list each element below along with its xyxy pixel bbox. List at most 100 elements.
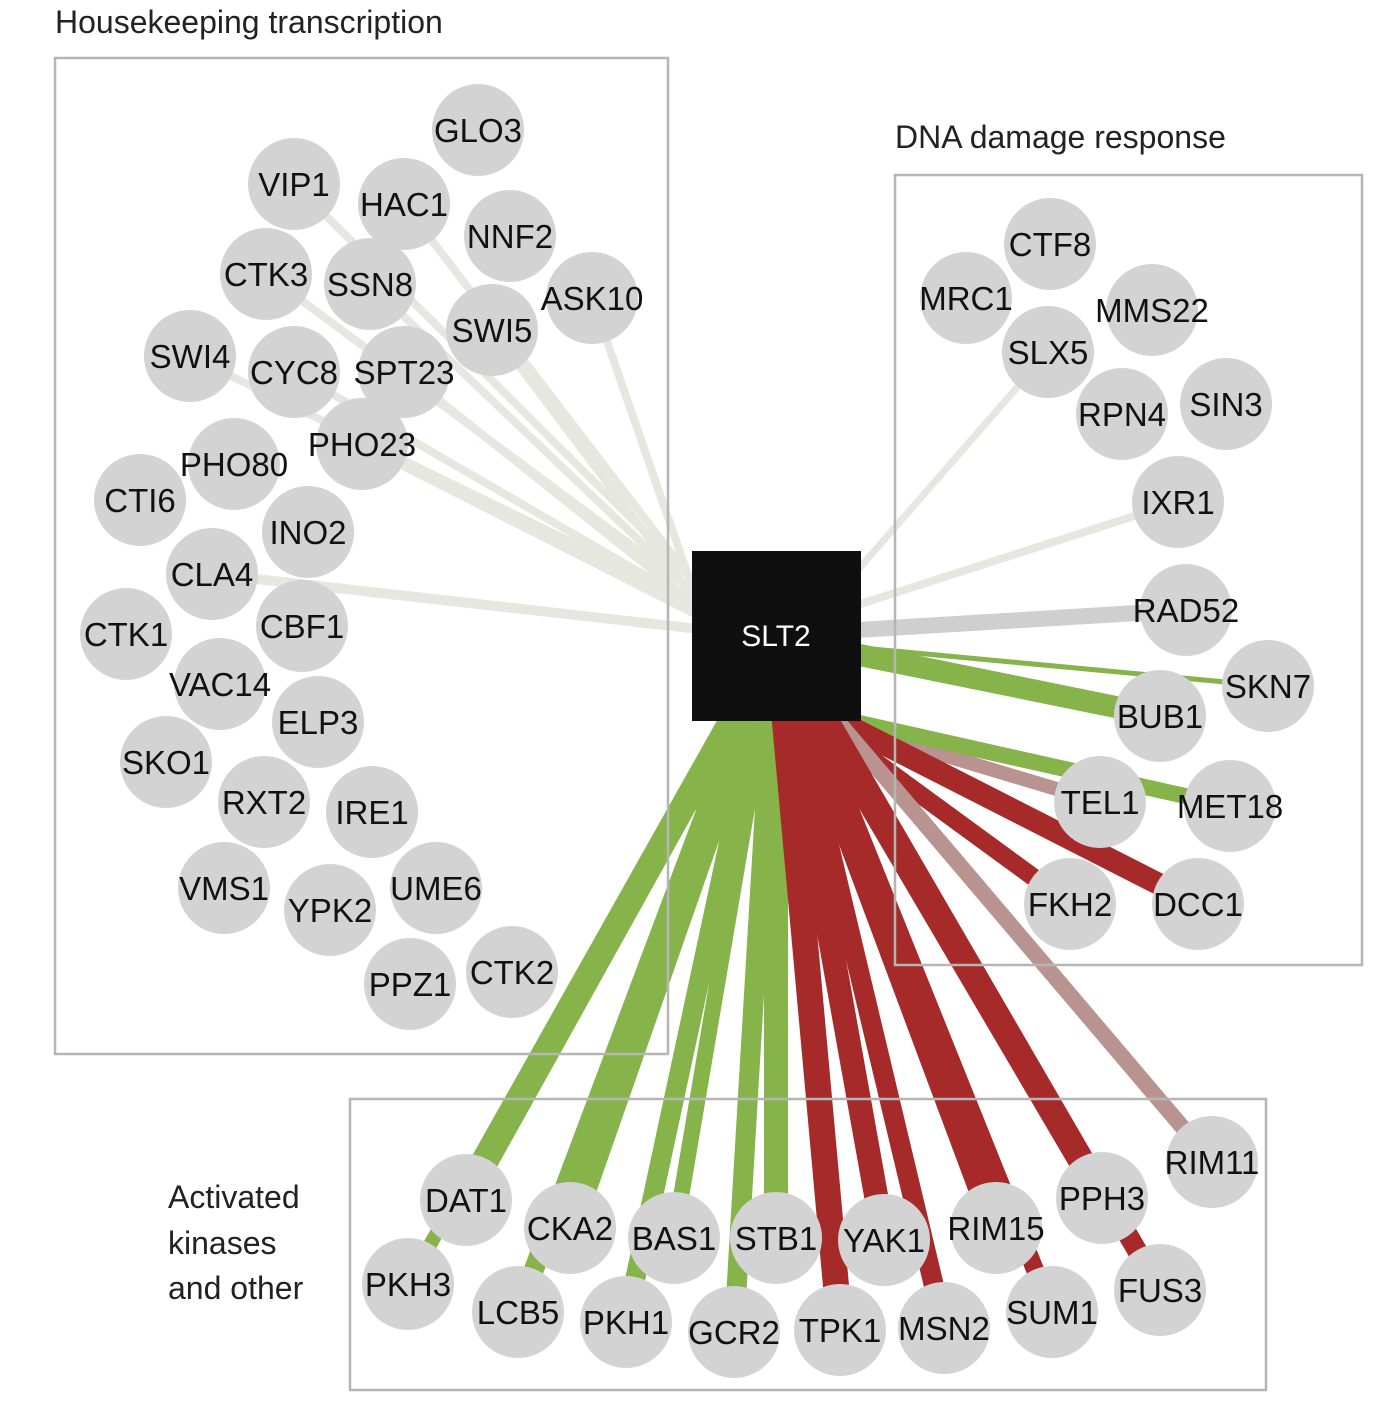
node-rim11[interactable]: RIM11 (1165, 1116, 1260, 1208)
node-rxt2[interactable]: RXT2 (218, 756, 310, 848)
node-label: RXT2 (222, 784, 306, 821)
node-fkh2[interactable]: FKH2 (1024, 858, 1116, 950)
node-vac14[interactable]: VAC14 (169, 638, 271, 730)
edge-slt2-rad52 (857, 602, 1187, 638)
node-ire1[interactable]: IRE1 (326, 766, 418, 858)
node-dcc1[interactable]: DCC1 (1152, 858, 1244, 950)
node-label: MMS22 (1095, 292, 1209, 329)
node-circle (358, 158, 450, 250)
node-bub1[interactable]: BUB1 (1114, 670, 1206, 762)
node-pkh1[interactable]: PKH1 (580, 1276, 672, 1368)
node-circle (950, 1182, 1042, 1274)
node-lcb5[interactable]: LCB5 (472, 1266, 564, 1358)
node-ctk3[interactable]: CTK3 (220, 228, 312, 320)
node-label: SLX5 (1008, 334, 1089, 371)
node-sin3[interactable]: SIN3 (1180, 358, 1272, 450)
node-pho80[interactable]: PHO80 (180, 418, 288, 510)
node-ume6[interactable]: UME6 (390, 842, 482, 934)
node-slx5[interactable]: SLX5 (1002, 306, 1094, 398)
node-cbf1[interactable]: CBF1 (256, 580, 348, 672)
node-cyc8[interactable]: CYC8 (248, 326, 340, 418)
node-label: TPK1 (799, 1312, 882, 1349)
node-pkh3[interactable]: PKH3 (362, 1238, 454, 1330)
node-circle (464, 190, 556, 282)
node-circle (218, 756, 310, 848)
node-met18[interactable]: MET18 (1177, 760, 1283, 852)
node-label: PHO80 (180, 446, 288, 483)
node-glo3[interactable]: GLO3 (432, 84, 524, 176)
node-circle (358, 326, 450, 418)
node-label: HAC1 (360, 186, 448, 223)
node-label: CTI6 (104, 482, 176, 519)
node-hac1[interactable]: HAC1 (358, 158, 450, 250)
node-swi4[interactable]: SWI4 (144, 310, 236, 402)
node-rad52[interactable]: RAD52 (1133, 564, 1239, 656)
node-label: SUM1 (1006, 1294, 1098, 1331)
node-ask10[interactable]: ASK10 (541, 252, 644, 344)
node-mms22[interactable]: MMS22 (1095, 264, 1209, 356)
hub-node[interactable]: SLT2 (692, 551, 861, 721)
node-label: CTK2 (470, 954, 554, 991)
node-vip1[interactable]: VIP1 (248, 138, 340, 230)
node-stb1[interactable]: STB1 (730, 1192, 822, 1284)
node-circle (80, 588, 172, 680)
node-yak1[interactable]: YAK1 (838, 1194, 930, 1286)
node-rpn4[interactable]: RPN4 (1076, 368, 1168, 460)
node-bas1[interactable]: BAS1 (628, 1192, 720, 1284)
node-label: RAD52 (1133, 592, 1239, 629)
node-ino2[interactable]: INO2 (262, 486, 354, 578)
node-ctk1[interactable]: CTK1 (80, 588, 172, 680)
node-ixr1[interactable]: IXR1 (1132, 456, 1224, 548)
node-cla4[interactable]: CLA4 (166, 528, 258, 620)
node-cti6[interactable]: CTI6 (94, 454, 186, 546)
node-label: UME6 (390, 870, 482, 907)
node-circle (1132, 456, 1224, 548)
node-circle (174, 638, 266, 730)
node-sko1[interactable]: SKO1 (120, 716, 212, 808)
node-skn7[interactable]: SKN7 (1222, 640, 1314, 732)
node-circle (1106, 264, 1198, 356)
node-circle (144, 310, 236, 402)
node-pho23[interactable]: PHO23 (308, 398, 416, 490)
node-label: RIM15 (947, 1210, 1044, 1247)
node-msn2[interactable]: MSN2 (898, 1282, 990, 1374)
node-circle (420, 1154, 512, 1246)
node-circle (1114, 670, 1206, 762)
node-cka2[interactable]: CKA2 (524, 1182, 616, 1274)
node-pph3[interactable]: PPH3 (1056, 1152, 1148, 1244)
node-circle (1024, 858, 1116, 950)
node-ctf8[interactable]: CTF8 (1004, 198, 1096, 290)
node-circle (1222, 640, 1314, 732)
node-circle (1114, 1244, 1206, 1336)
node-label: CLA4 (171, 556, 254, 593)
node-rim15[interactable]: RIM15 (947, 1182, 1045, 1274)
dna-damage-group-box (893, 173, 1364, 967)
edge-slt2-ixr1 (856, 498, 1180, 609)
edge-slt2-rim15 (793, 713, 1009, 1233)
kinases-group-title-line-3: and other (168, 1270, 304, 1306)
node-label: DCC1 (1153, 886, 1243, 923)
housekeeping-group-title: Housekeeping transcription (55, 4, 443, 40)
node-ppz1[interactable]: PPZ1 (364, 938, 456, 1030)
node-gcr2[interactable]: GCR2 (688, 1286, 780, 1378)
node-circle (262, 486, 354, 578)
node-ssn8[interactable]: SSN8 (324, 238, 416, 330)
node-dat1[interactable]: DAT1 (420, 1154, 512, 1246)
node-ypk2[interactable]: YPK2 (284, 864, 376, 956)
node-swi5[interactable]: SWI5 (446, 284, 538, 376)
node-spt23[interactable]: SPT23 (354, 326, 455, 418)
node-ctk2[interactable]: CTK2 (466, 926, 558, 1018)
node-vms1[interactable]: VMS1 (178, 842, 270, 934)
node-circle (1184, 760, 1276, 852)
node-elp3[interactable]: ELP3 (272, 676, 364, 768)
node-tel1[interactable]: TEL1 (1054, 756, 1146, 848)
node-circle (446, 284, 538, 376)
node-circle (628, 1192, 720, 1284)
edge-slt2-spt23 (401, 368, 698, 608)
node-sum1[interactable]: SUM1 (1006, 1266, 1098, 1358)
node-nnf2[interactable]: NNF2 (464, 190, 556, 282)
edge-slt2-bas1 (666, 716, 771, 1240)
node-mrc1[interactable]: MRC1 (919, 252, 1013, 344)
node-tpk1[interactable]: TPK1 (794, 1284, 886, 1376)
node-fus3[interactable]: FUS3 (1114, 1244, 1206, 1336)
